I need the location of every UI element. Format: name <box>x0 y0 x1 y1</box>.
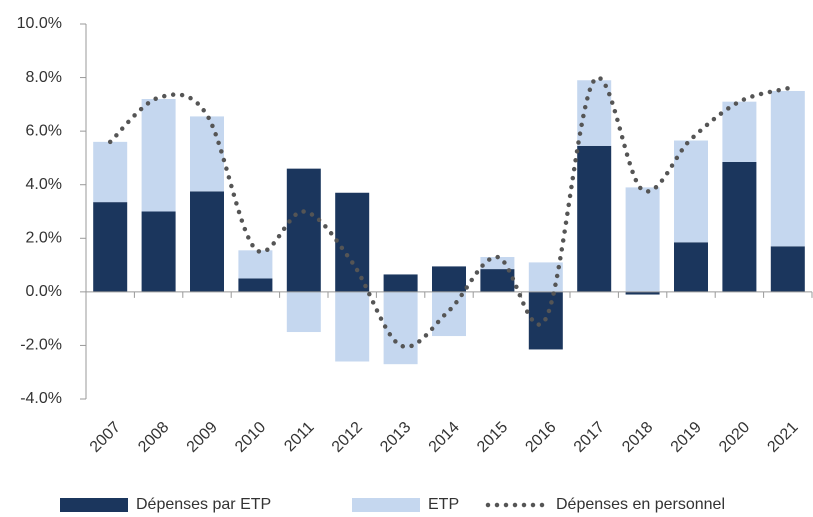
bar <box>383 274 418 292</box>
bar <box>238 250 273 279</box>
bar <box>238 278 273 292</box>
bar <box>625 187 660 292</box>
bar <box>674 242 708 292</box>
x-tick-label: 2008 <box>135 419 172 456</box>
x-tick-label: 2019 <box>668 419 705 456</box>
bar <box>286 291 321 333</box>
bar <box>770 90 805 247</box>
legend-swatch <box>60 498 128 512</box>
y-tick-label: 6.0% <box>26 122 62 139</box>
bar <box>383 291 418 365</box>
bar <box>577 145 612 292</box>
legend-label: Dépenses par ETP <box>136 496 271 513</box>
legend-label: ETP <box>428 496 459 513</box>
y-tick-label: 8.0% <box>26 69 62 86</box>
bar <box>722 161 757 292</box>
y-tick-label: 10.0% <box>17 15 62 32</box>
bar <box>335 192 370 292</box>
x-tick-label: 2020 <box>716 419 753 456</box>
bar <box>141 99 176 212</box>
y-tick-label: 4.0% <box>26 176 62 193</box>
x-tick-label: 2015 <box>474 419 511 456</box>
x-tick-label: 2014 <box>426 419 463 456</box>
bar <box>335 291 370 362</box>
x-tick-label: 2011 <box>281 419 317 455</box>
y-tick-label: 2.0% <box>26 230 62 247</box>
x-tick-label: 2009 <box>184 419 221 456</box>
y-tick-label: -2.0% <box>20 337 62 354</box>
x-tick-label: 2013 <box>377 419 414 456</box>
y-tick-label: 0.0% <box>26 283 62 300</box>
legend-label: Dépenses en personnel <box>556 496 725 513</box>
y-tick-label: -4.0% <box>20 390 62 407</box>
bar <box>625 291 660 295</box>
bar <box>577 80 612 146</box>
bar <box>286 168 321 292</box>
bar <box>674 140 708 243</box>
bar <box>190 191 224 292</box>
x-tick-label: 2021 <box>764 419 801 456</box>
x-tick-label: 2018 <box>619 419 656 456</box>
bar <box>480 269 515 292</box>
bar <box>722 101 757 162</box>
legend-swatch <box>352 498 420 512</box>
bar <box>432 266 466 292</box>
x-tick-label: 2010 <box>232 419 269 456</box>
bar <box>432 291 466 337</box>
bar <box>141 211 176 292</box>
bar <box>93 141 128 203</box>
bar <box>770 246 805 292</box>
x-tick-label: 2007 <box>87 419 124 456</box>
bar <box>190 116 224 192</box>
x-tick-label: 2012 <box>329 419 366 456</box>
x-tick-label: 2017 <box>571 419 608 456</box>
x-tick-label: 2016 <box>522 419 559 456</box>
bar <box>93 202 128 292</box>
